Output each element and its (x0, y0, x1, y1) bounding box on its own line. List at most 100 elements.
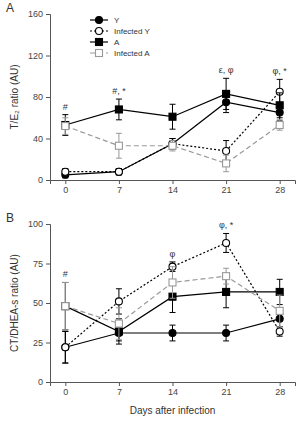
tick-mark (173, 180, 174, 184)
plot-area (62, 233, 283, 363)
panel: 0714212804080120160AT/E₂ ratio (AU)##, *… (6, 1, 296, 195)
error-bar (170, 141, 176, 151)
panel-label: A (6, 1, 14, 15)
marker (62, 344, 69, 351)
tick: 120 (28, 51, 50, 61)
error-bar (116, 99, 122, 120)
error-bar (116, 169, 122, 175)
marker (62, 168, 69, 175)
tick-mark (226, 382, 227, 386)
error-bar (277, 120, 283, 130)
tick-label: 28 (275, 387, 285, 397)
legend-label: Infected A (114, 49, 150, 58)
legend-item: Y (90, 16, 120, 25)
x-axis-title: Days after infection (130, 405, 216, 416)
marker (223, 147, 230, 154)
tick-label: 21 (222, 387, 232, 397)
legend-label: A (114, 38, 120, 47)
tick-mark (280, 180, 281, 184)
tick: 25 (33, 338, 50, 348)
marker (276, 328, 283, 335)
marker (115, 320, 122, 327)
tick-mark (46, 180, 50, 181)
tick-label: 28 (275, 185, 285, 195)
error-bar (116, 169, 122, 175)
legend: Y Infected Y A Infected A (90, 16, 151, 58)
tick: 100 (28, 219, 50, 229)
tick-label: 25 (33, 338, 43, 348)
error-bar (277, 93, 283, 118)
error-bar (223, 155, 229, 172)
error-bar (223, 78, 229, 109)
legend-marker (96, 17, 103, 24)
annotation: φ, * (219, 220, 234, 230)
tick-mark (46, 264, 50, 265)
plot-area (62, 78, 283, 178)
panel: 071421280255075100BCT/DHEA-s ratio (AU)D… (6, 211, 296, 416)
figure: 0714212804080120160AT/E₂ ratio (AU)##, *… (0, 0, 303, 424)
tick-label: 120 (28, 51, 43, 61)
error-bar (170, 104, 176, 129)
error-bar (223, 325, 229, 341)
legend-label: Infected Y (114, 27, 151, 36)
tick: 7 (117, 382, 122, 397)
tick-label: 100 (28, 219, 43, 229)
tick: 0 (38, 377, 50, 387)
marker (115, 298, 122, 305)
marker (169, 279, 176, 286)
annotation: φ (170, 249, 176, 259)
annotation: # (63, 102, 68, 112)
x-axis: 07142128 (51, 382, 296, 397)
series-line (65, 243, 279, 347)
tick-mark (46, 382, 50, 383)
tick-label: 21 (222, 185, 232, 195)
marker (115, 168, 122, 175)
error-bar (62, 115, 68, 136)
tick: 7 (117, 180, 122, 195)
tick: 0 (63, 180, 68, 195)
series-line (65, 276, 279, 323)
y-axis: 0255075100 (28, 219, 51, 387)
axis-line (46, 225, 51, 383)
tick: 75 (33, 259, 50, 269)
x-axis: 0 7 14 21 28 (51, 180, 296, 195)
tick-mark (65, 180, 66, 184)
axis-line (46, 15, 51, 181)
error-bar (62, 169, 68, 175)
tick-mark (119, 382, 120, 386)
legend-item: Infected Y (90, 27, 151, 36)
series-line (65, 102, 279, 175)
tick: 14 (168, 180, 178, 195)
marker (276, 122, 283, 129)
axis-line (51, 383, 296, 387)
error-bar (116, 308, 122, 340)
marker (223, 90, 230, 97)
error-bar (62, 331, 68, 363)
tick-mark (46, 14, 50, 15)
annotation: ε, φ (219, 65, 234, 75)
tick: 80 (33, 92, 50, 102)
tick-mark (173, 382, 174, 386)
tick-mark (46, 303, 50, 304)
marker (223, 273, 230, 280)
tick-label: 0 (63, 387, 68, 397)
tick-mark (280, 382, 281, 386)
error-bar (62, 331, 68, 363)
tick-mark (46, 97, 50, 98)
tick: 28 (275, 382, 285, 397)
marker (169, 142, 176, 149)
error-bar (116, 133, 122, 158)
error-bar (170, 139, 176, 149)
error-bar (277, 327, 283, 336)
marker (62, 344, 69, 351)
marker (276, 307, 283, 314)
annotation: #, * (112, 86, 126, 96)
error-bar (170, 139, 176, 149)
tick: 160 (28, 9, 50, 19)
axis-line (51, 181, 296, 185)
tick-mark (65, 382, 66, 386)
tick-label: 80 (33, 92, 43, 102)
marker (276, 288, 283, 295)
tick-mark (226, 180, 227, 184)
marker (62, 303, 69, 310)
